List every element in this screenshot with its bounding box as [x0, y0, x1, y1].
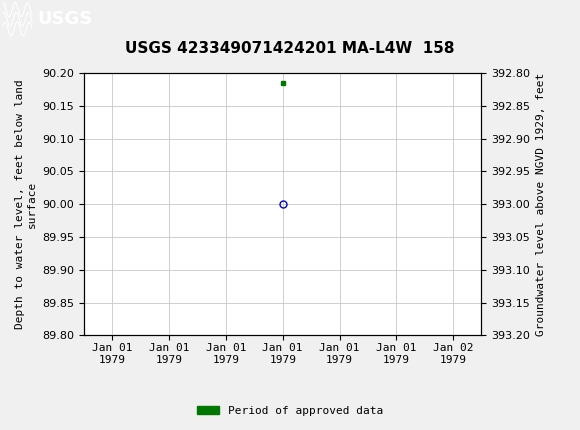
Text: USGS: USGS [38, 10, 93, 28]
Y-axis label: Groundwater level above NGVD 1929, feet: Groundwater level above NGVD 1929, feet [536, 73, 546, 336]
Legend: Period of approved data: Period of approved data [193, 401, 387, 420]
Y-axis label: Depth to water level, feet below land
surface: Depth to water level, feet below land su… [15, 80, 37, 329]
Text: USGS 423349071424201 MA-L4W  158: USGS 423349071424201 MA-L4W 158 [125, 41, 455, 56]
